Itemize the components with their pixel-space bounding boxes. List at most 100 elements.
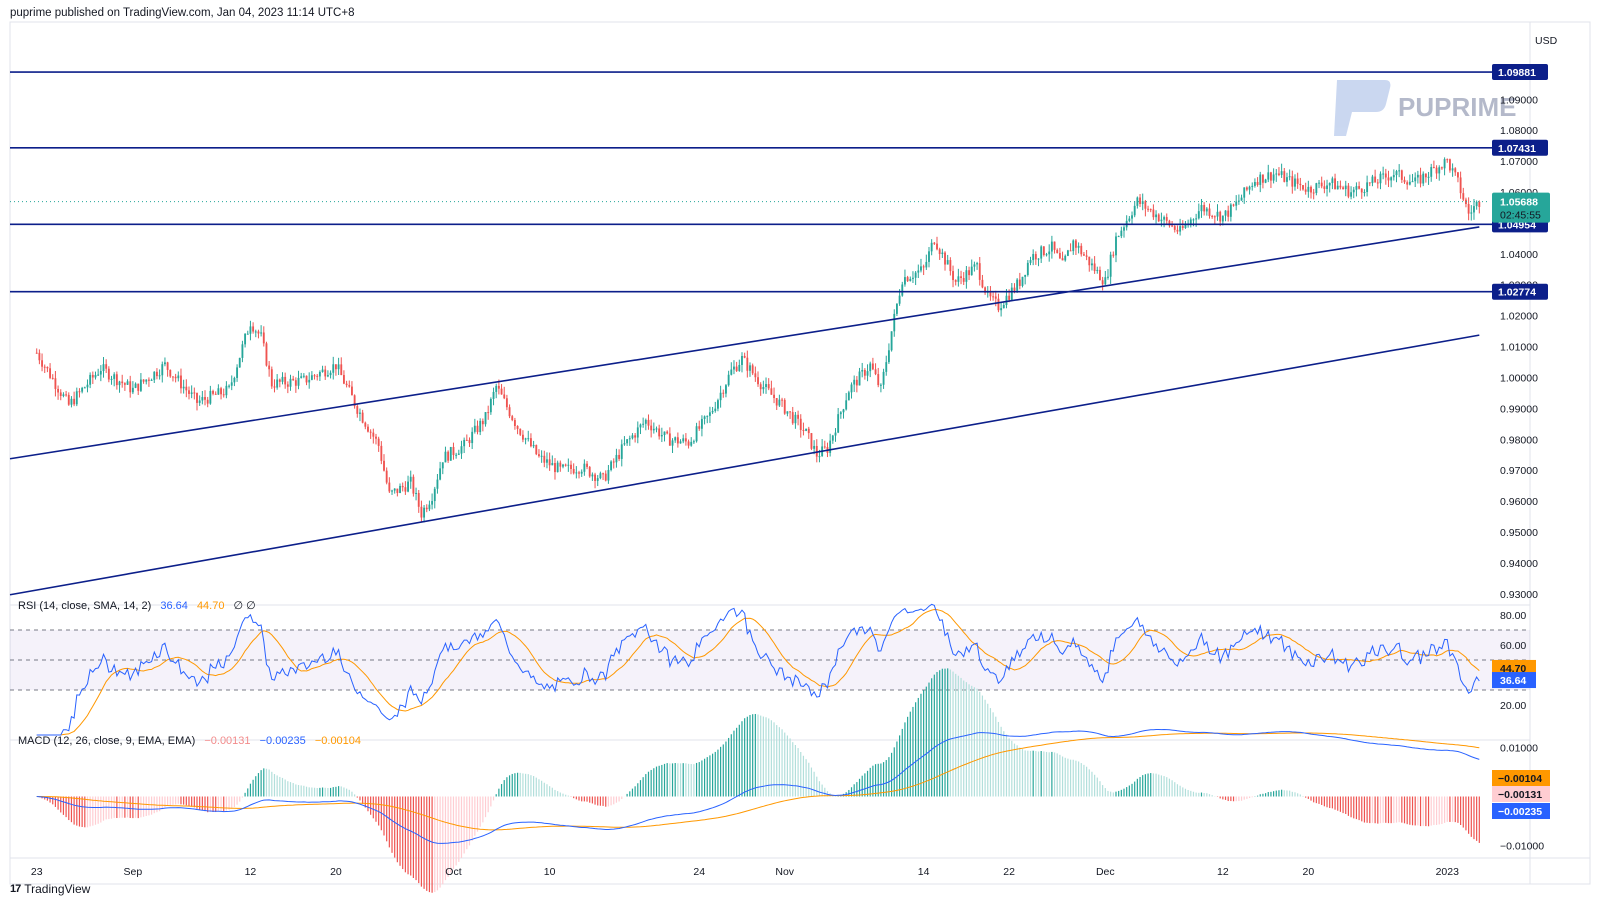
- candle-body[interactable]: [1147, 208, 1149, 210]
- candle-body[interactable]: [973, 264, 976, 267]
- candle-body[interactable]: [1358, 186, 1361, 189]
- candle-body[interactable]: [952, 271, 954, 281]
- candle-body[interactable]: [457, 453, 460, 455]
- candle-body[interactable]: [692, 441, 695, 443]
- candle-body[interactable]: [1331, 178, 1334, 183]
- candle-body[interactable]: [417, 492, 420, 507]
- candle-body[interactable]: [1248, 186, 1251, 190]
- candle-body[interactable]: [81, 387, 84, 392]
- candle-body[interactable]: [164, 362, 166, 365]
- candle-body[interactable]: [778, 399, 781, 406]
- candle-body[interactable]: [1454, 168, 1457, 173]
- price-pane[interactable]: 1.090001.080001.070001.060001.050001.040…: [9, 64, 1550, 601]
- candle-body[interactable]: [1376, 182, 1379, 184]
- candle-body[interactable]: [853, 379, 856, 385]
- candle-body[interactable]: [43, 366, 46, 368]
- candle-body[interactable]: [895, 303, 898, 314]
- candle-body[interactable]: [1253, 181, 1256, 186]
- candle-body[interactable]: [735, 366, 738, 371]
- candle-body[interactable]: [513, 420, 516, 426]
- candle-body[interactable]: [276, 379, 279, 388]
- candle-body[interactable]: [1280, 171, 1283, 175]
- candle-body[interactable]: [700, 418, 703, 429]
- candle-body[interactable]: [650, 425, 653, 431]
- candle-body[interactable]: [49, 368, 52, 378]
- macd-pane[interactable]: 0.01000 −0.01000 −0.00104 −0.00131 −0.00235: [36, 668, 1550, 893]
- candle-body[interactable]: [449, 447, 452, 461]
- candle-body[interactable]: [912, 277, 914, 279]
- candle-body[interactable]: [874, 369, 877, 375]
- candle-body[interactable]: [984, 287, 987, 293]
- candle-body[interactable]: [473, 425, 476, 432]
- candle-body[interactable]: [890, 331, 893, 351]
- candle-body[interactable]: [1459, 177, 1462, 194]
- candle-body[interactable]: [930, 242, 933, 252]
- candle-body[interactable]: [1165, 217, 1168, 221]
- candle-body[interactable]: [1056, 249, 1059, 253]
- candle-body[interactable]: [602, 473, 605, 475]
- candle-body[interactable]: [1155, 214, 1157, 218]
- candle-body[interactable]: [1344, 185, 1347, 190]
- candle-body[interactable]: [161, 364, 164, 376]
- candle-body[interactable]: [612, 461, 615, 463]
- candle-body[interactable]: [1117, 236, 1120, 238]
- candle-body[interactable]: [698, 426, 701, 429]
- candle-body[interactable]: [938, 249, 941, 255]
- candle-body[interactable]: [479, 420, 482, 433]
- candle-body[interactable]: [73, 398, 76, 405]
- candle-body[interactable]: [992, 296, 995, 298]
- candle-body[interactable]: [858, 371, 861, 386]
- candle-body[interactable]: [289, 378, 292, 387]
- candle-body[interactable]: [1192, 219, 1195, 221]
- candle-body[interactable]: [166, 362, 169, 370]
- candle-body[interactable]: [1291, 176, 1294, 187]
- candle-body[interactable]: [807, 428, 810, 434]
- candle-body[interactable]: [391, 490, 393, 492]
- candle-body[interactable]: [1299, 183, 1302, 186]
- candle-body[interactable]: [481, 420, 484, 425]
- candle-body[interactable]: [361, 412, 364, 423]
- candle-body[interactable]: [500, 388, 503, 395]
- candle-body[interactable]: [540, 455, 543, 457]
- candle-body[interactable]: [607, 469, 610, 481]
- candle-body[interactable]: [1256, 181, 1259, 185]
- candle-body[interactable]: [775, 398, 778, 406]
- candle-body[interactable]: [105, 364, 108, 369]
- candle-body[interactable]: [334, 364, 337, 370]
- candle-body[interactable]: [861, 369, 864, 372]
- candle-body[interactable]: [1227, 210, 1230, 217]
- candle-body[interactable]: [829, 440, 832, 453]
- candle-body[interactable]: [1336, 185, 1339, 190]
- candle-body[interactable]: [530, 438, 532, 447]
- lower-channel-trendline[interactable]: [9, 334, 1480, 596]
- candle-body[interactable]: [89, 374, 92, 385]
- candle-body[interactable]: [495, 385, 498, 392]
- candle-body[interactable]: [41, 360, 43, 367]
- candle-body[interactable]: [1323, 186, 1326, 189]
- candle-body[interactable]: [196, 393, 198, 403]
- candle-body[interactable]: [834, 432, 837, 436]
- candle-body[interactable]: [538, 454, 540, 457]
- candle-body[interactable]: [225, 385, 228, 396]
- candle-body[interactable]: [425, 507, 428, 510]
- candle-body[interactable]: [767, 384, 770, 389]
- candle-body[interactable]: [1107, 276, 1109, 278]
- candle-body[interactable]: [452, 447, 455, 456]
- candle-body[interactable]: [623, 443, 626, 445]
- candle-body[interactable]: [1315, 183, 1318, 193]
- candle-body[interactable]: [1355, 186, 1358, 190]
- candle-body[interactable]: [1034, 254, 1037, 260]
- candle-body[interactable]: [155, 371, 158, 377]
- candle-body[interactable]: [150, 379, 153, 381]
- candle-body[interactable]: [471, 431, 474, 444]
- candle-body[interactable]: [348, 385, 351, 387]
- candle-body[interactable]: [505, 398, 508, 408]
- candle-body[interactable]: [682, 438, 685, 442]
- candle-body[interactable]: [866, 371, 869, 376]
- candle-body[interactable]: [393, 488, 396, 491]
- candle-body[interactable]: [1440, 167, 1443, 169]
- candle-body[interactable]: [928, 251, 930, 262]
- candle-body[interactable]: [831, 435, 834, 441]
- candle-body[interactable]: [273, 386, 276, 388]
